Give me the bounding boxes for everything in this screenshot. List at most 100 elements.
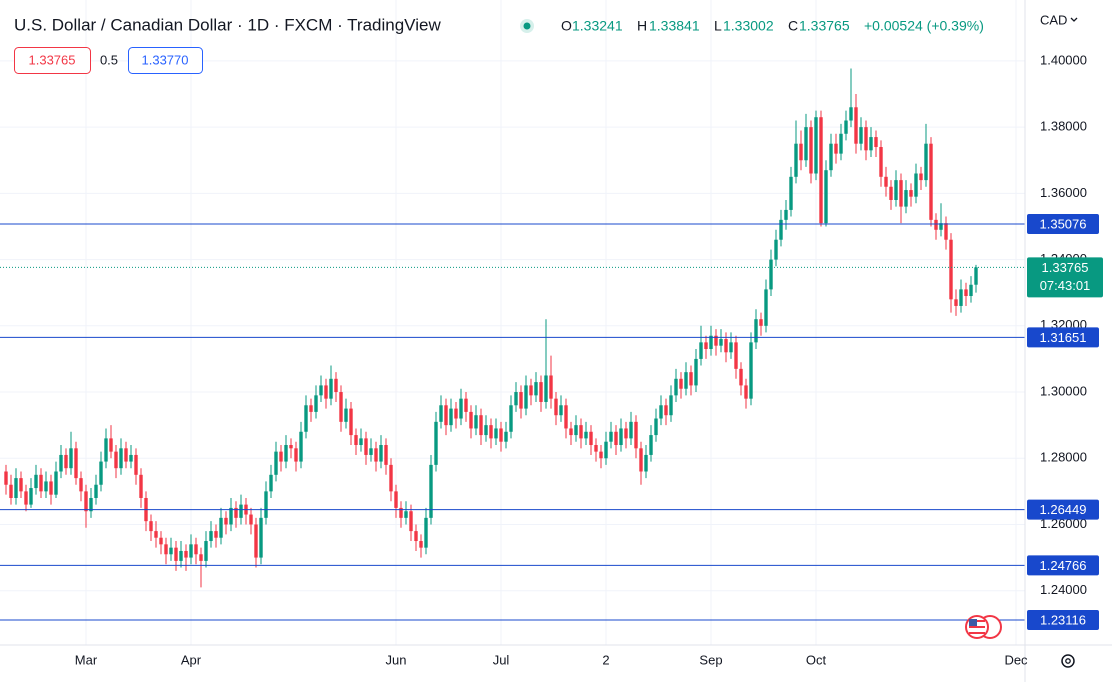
candle-body [114, 451, 118, 469]
candle-body [854, 107, 858, 144]
legend-value: 1.33002 [723, 18, 774, 34]
candle-body [819, 117, 823, 224]
candle-body [359, 438, 363, 446]
candle-body [279, 451, 283, 462]
x-tick-label: Jul [493, 652, 510, 667]
candle-body [119, 448, 123, 469]
candle-body [599, 451, 603, 459]
candle-body [4, 471, 8, 485]
candle-body [959, 289, 963, 306]
flag-icons [965, 615, 1002, 639]
candle-body [104, 438, 108, 462]
candle-body [254, 524, 258, 558]
candle-body [894, 180, 898, 200]
candle-body [764, 289, 768, 326]
legend-key: L [714, 18, 722, 34]
candle-body [494, 428, 498, 439]
candle-body [339, 392, 343, 422]
level-tag [1027, 213, 1099, 234]
currency-caret [1070, 17, 1078, 22]
candle-body [159, 537, 163, 545]
candle-body [319, 385, 323, 396]
candle-body [89, 497, 93, 512]
axes: 1.400001.380001.360001.340001.320001.300… [75, 52, 1103, 667]
candle-body [694, 358, 698, 386]
candle-body [509, 405, 513, 432]
candle-body [619, 428, 623, 446]
candle-body [639, 448, 643, 472]
candle-body [794, 143, 798, 177]
candle-body [134, 454, 138, 475]
candle-body [59, 454, 63, 472]
level-label: 1.26449 [1040, 502, 1087, 517]
candle-body [709, 335, 713, 349]
flag-stripe [969, 626, 985, 628]
candle-body [839, 133, 843, 154]
y-tick-label: 1.38000 [1040, 119, 1087, 134]
candle-body [29, 488, 33, 505]
candle-body [739, 368, 743, 386]
candle-body [354, 435, 358, 446]
candle-body [294, 448, 298, 462]
currency-selector[interactable]: CAD [1040, 12, 1067, 27]
candle-body [689, 372, 693, 386]
candle-body [274, 451, 278, 475]
level-tag [1027, 609, 1099, 630]
candle-body [164, 544, 168, 555]
candle-body [394, 491, 398, 508]
legend-change: +0.00524 (+0.39%) [864, 18, 984, 34]
candle-body [944, 223, 948, 240]
legend-value: 1.33241 [572, 18, 623, 34]
candle-body [124, 448, 128, 462]
candle-body [214, 531, 218, 538]
candle-body [404, 511, 408, 518]
candle-body [454, 408, 458, 419]
candle-body [234, 507, 238, 518]
y-tick-label: 1.24000 [1040, 582, 1087, 597]
candle-body [754, 319, 758, 343]
candle-body [729, 342, 733, 353]
candle-body [624, 428, 628, 439]
candle-body [914, 173, 918, 197]
candle-body [54, 471, 58, 495]
candle-body [199, 554, 203, 561]
buy-button[interactable] [128, 47, 203, 74]
candle-body [169, 547, 173, 555]
candle-body [449, 408, 453, 426]
y-tick-label: 1.26000 [1040, 516, 1087, 531]
candle-body [224, 517, 228, 525]
candle-body [644, 454, 648, 472]
candle-body [829, 143, 833, 171]
x-tick-label: Jun [386, 652, 407, 667]
settings-icon[interactable] [1061, 654, 1075, 668]
candle-body [604, 441, 608, 459]
candle-body [459, 398, 463, 419]
gear [1061, 654, 1075, 668]
sell-button[interactable] [14, 47, 91, 74]
candle-body [569, 428, 573, 436]
candle-body [524, 385, 528, 409]
candle-body [699, 342, 703, 359]
candle-body [879, 147, 883, 177]
candle-body [784, 209, 788, 220]
candle-body [499, 428, 503, 442]
candle-body [484, 425, 488, 436]
candle-body [179, 550, 183, 561]
candle-body [549, 375, 553, 399]
candle-body [424, 517, 428, 548]
candle-body [189, 544, 193, 558]
candle-body [384, 445, 388, 465]
candle-body [774, 239, 778, 260]
candle-body [539, 382, 543, 402]
candle-body [844, 120, 848, 134]
candle-body [964, 289, 968, 297]
candle-body [544, 375, 548, 402]
candle-body [504, 431, 508, 442]
candle-body [974, 267, 978, 285]
candle-body [219, 517, 223, 538]
candle-body [519, 392, 523, 409]
candle-body [669, 395, 673, 416]
legend-key: O [561, 18, 572, 34]
candle-body [684, 372, 688, 389]
